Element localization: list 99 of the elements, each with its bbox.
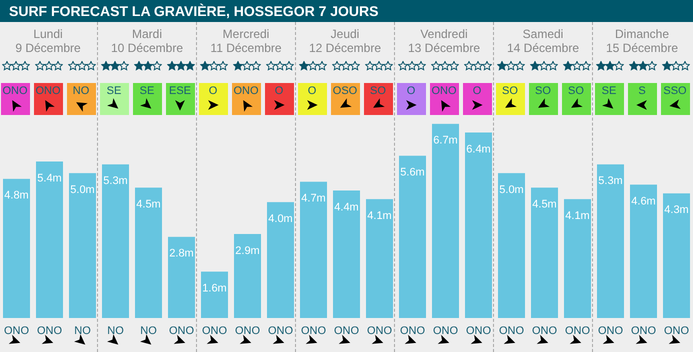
text: 13 Décembre [406,41,482,55]
data-label: 5.6m [400,166,425,179]
text: OSO [332,84,358,98]
x-tick-label: NO [107,324,124,337]
bar [597,164,624,318]
text: SO [567,84,585,98]
x-tick-label: ONO [400,324,426,337]
text: O [306,84,318,98]
chart-title: SURF FORECAST LA GRAVIÈRE, HOSSEGOR 7 JOURS [0,0,693,22]
data-label: 2.9m [235,244,260,257]
text: ONO [232,84,260,98]
text: 10 Décembre [110,41,184,55]
bar [69,173,96,318]
text: SO [369,84,387,98]
data-label: 6.7m [433,134,458,147]
text: NO [72,84,90,98]
text: Vendredi [419,27,469,41]
x-tick-label: NO [74,324,92,337]
x-tick-label: ONO [36,324,62,337]
data-label: 5.3m [598,175,623,188]
text: 15 Décembre [604,41,680,55]
text: S [637,84,647,98]
data-label: 4.4m [334,201,359,214]
data-label: 5.0m [70,184,95,196]
bar [168,236,195,318]
data-label: 4.8m [4,190,29,202]
text: SO [501,84,519,98]
data-label: 4.5m [136,198,161,210]
text: SE [106,84,122,98]
text: Samedi [522,27,564,41]
x-tick-label: ONO [334,324,360,337]
text: Mercredi [222,27,270,41]
text: Dimanche [614,27,670,41]
bar [135,188,162,318]
bar [102,164,129,318]
x-tick-label: ONO [300,324,326,337]
x-tick-label: ONO [4,324,30,337]
bar [366,199,393,318]
text: ONO [430,84,458,98]
text: Jeudi [330,27,360,41]
data-label: 5.0m [499,184,524,196]
bar [300,182,327,318]
bar [201,272,228,318]
data-label: 4.7m [301,192,326,205]
data-label: 1.6m [202,282,227,294]
bar [564,199,591,318]
text: SE [600,84,618,98]
data-label: 6.4m [466,143,491,156]
text: SSO [662,84,688,98]
bar [333,190,360,318]
text: ONO [1,84,29,98]
x-tick-label: NO [140,324,158,337]
bar [36,162,63,318]
text: SE [138,84,156,98]
x-tick-label: ONO [532,324,558,337]
x-tick-label: ONO [466,324,492,337]
bar [399,156,426,318]
bar [663,193,690,318]
x-tick-label: ONO [664,324,690,337]
text: O [472,84,482,98]
x-tick-label: ONO [366,324,392,337]
text: 11 Décembre [209,41,283,55]
text: O [406,84,416,98]
data-label: 5.4m [37,172,62,184]
text: Mardi [130,27,163,41]
text: ESE [168,84,192,98]
x-tick-label: ONO [432,324,458,337]
bar [234,234,261,318]
bar [465,132,492,318]
x-tick-label: ONO [202,324,228,337]
text: O [274,84,284,98]
x-tick-label: ONO [598,324,624,337]
bar [3,178,30,318]
x-tick-label: ONO [564,324,590,337]
x-tick-label: ONO [268,324,294,337]
bar [267,202,294,318]
x-tick-label: ONO [168,324,194,337]
text: O [208,84,218,98]
data-label: 4.5m [532,198,557,210]
data-label: 4.3m [664,204,689,216]
data-label: 4.1m [565,210,590,222]
text: Lundi [32,27,64,41]
bar [630,184,657,318]
bar [498,173,525,318]
text: ONO [34,84,62,98]
text: 9 Décembre [14,41,82,55]
text: 12 Décembre [308,41,382,55]
text: 14 Décembre [506,41,580,55]
data-label: 4.1m [367,210,392,222]
x-tick-label: ONO [630,324,656,337]
bar [531,188,558,318]
data-label: 2.8m [169,248,194,260]
data-label: 5.3m [103,175,128,188]
x-tick-label: ONO [234,324,260,337]
text: SO [534,84,552,98]
bar [432,124,459,318]
data-label: 4.6m [631,195,656,208]
x-tick-label: ONO [498,324,524,337]
data-label: 4.0m [268,212,293,225]
